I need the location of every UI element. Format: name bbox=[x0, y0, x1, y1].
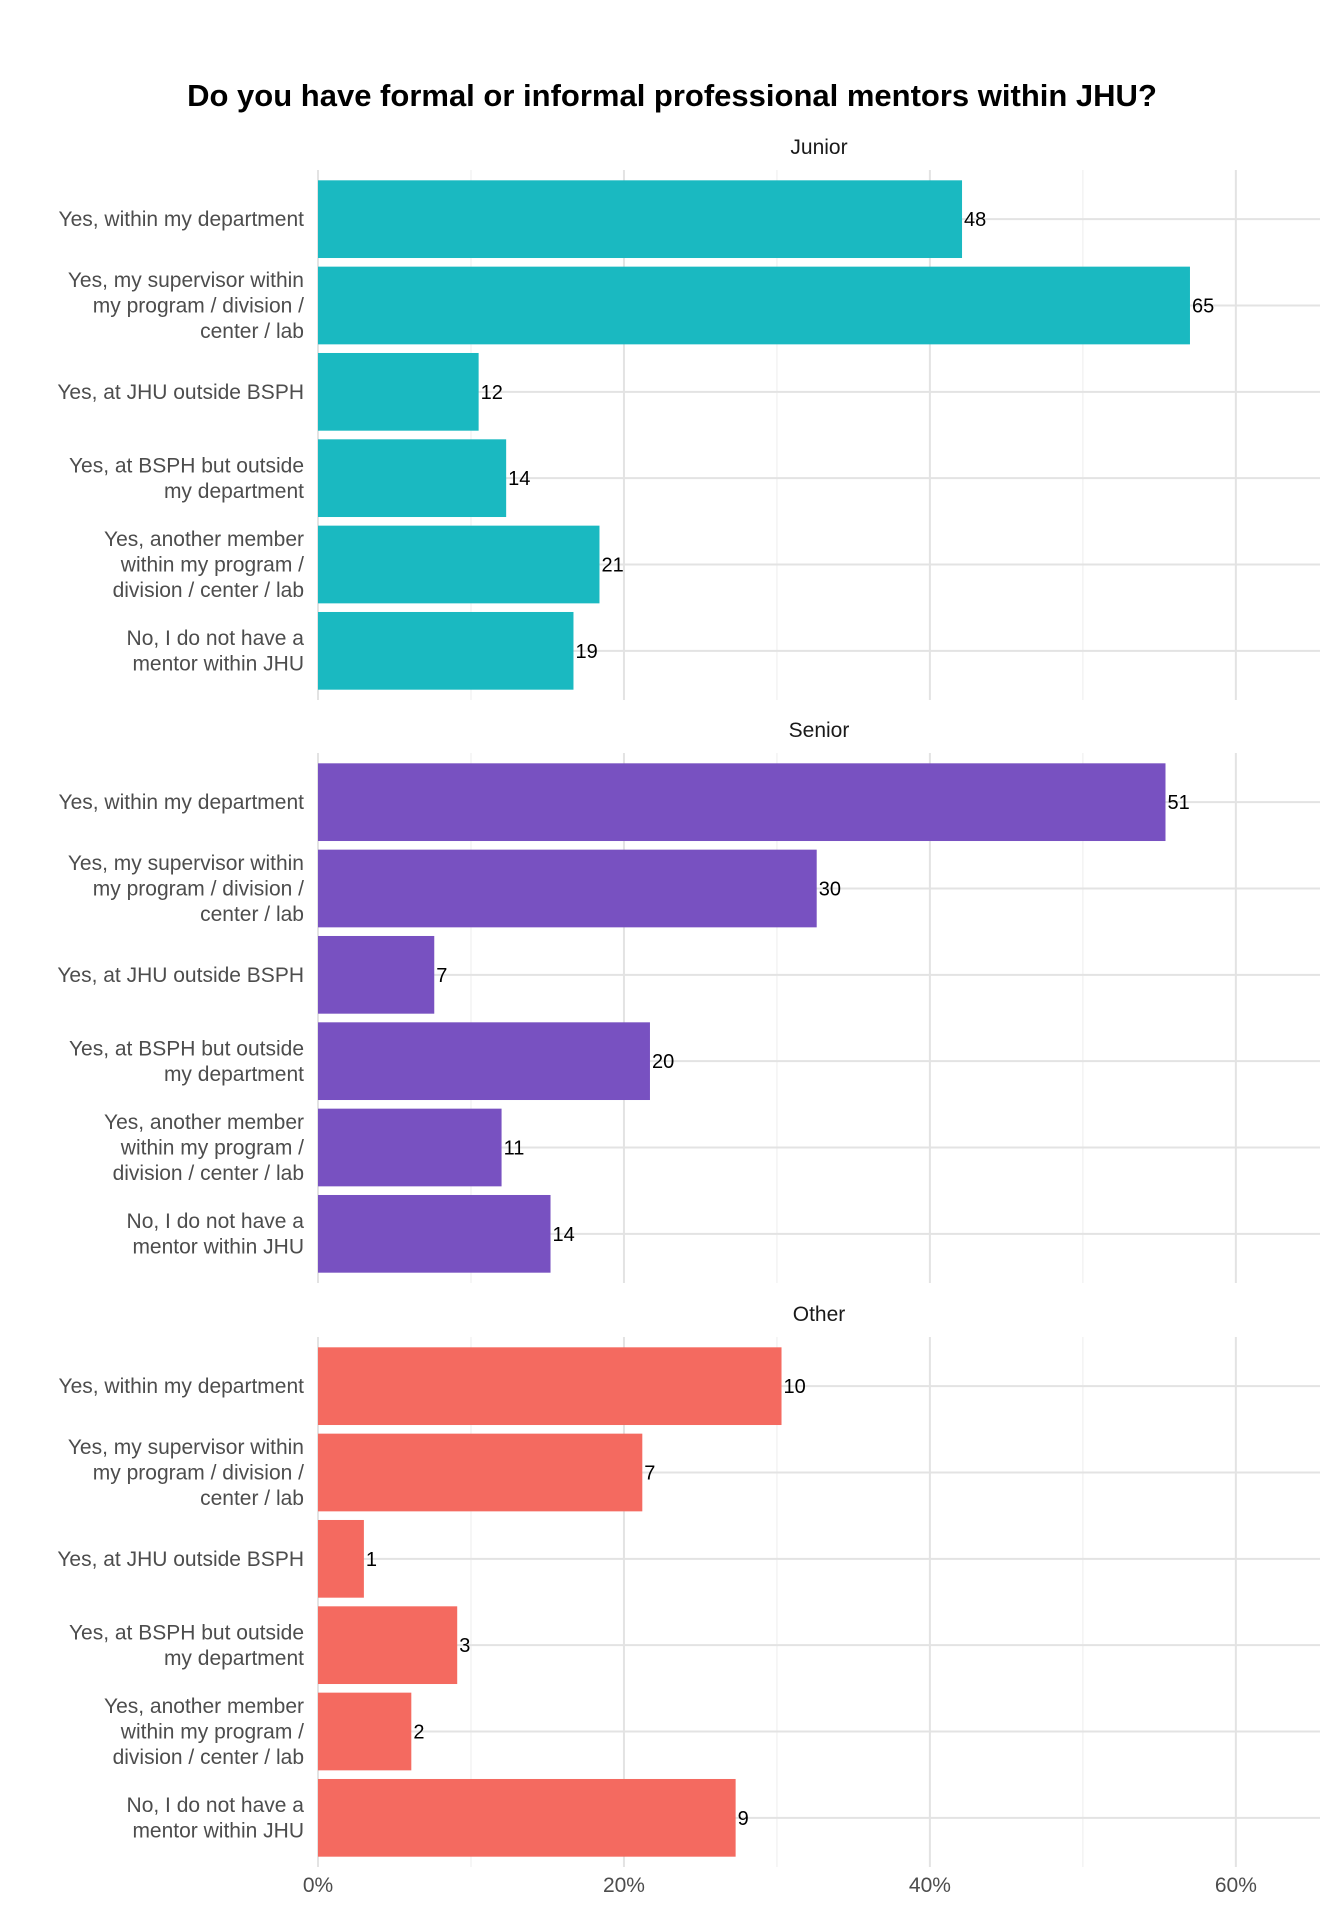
x-tick-label: 60% bbox=[1215, 1874, 1257, 1897]
x-tick-label: 20% bbox=[603, 1874, 645, 1897]
bar-value-label: 7 bbox=[436, 965, 447, 987]
bar-value-label: 51 bbox=[1167, 792, 1189, 814]
panel-strip-label: Other bbox=[793, 1303, 846, 1326]
bar-value-label: 12 bbox=[481, 382, 503, 404]
x-tick-label: 0% bbox=[303, 1874, 333, 1897]
bar bbox=[318, 935, 435, 1014]
bar bbox=[318, 1778, 736, 1857]
bar bbox=[318, 1519, 364, 1598]
panel-strip-label: Junior bbox=[790, 136, 847, 159]
panel-strip-label: Senior bbox=[789, 719, 850, 742]
bar-value-label: 14 bbox=[508, 468, 530, 490]
bar bbox=[318, 1433, 643, 1512]
bar-value-label: 20 bbox=[652, 1051, 674, 1073]
x-tick-label: 40% bbox=[909, 1874, 951, 1897]
bar bbox=[318, 1022, 650, 1101]
bar-value-label: 48 bbox=[964, 209, 986, 231]
category-label: Yes, another member within my program / di… bbox=[104, 1111, 304, 1185]
category-label: Yes, at JHU outside BSPH bbox=[57, 381, 304, 404]
category-label: No, I do not have a mentor within JHU bbox=[127, 627, 305, 676]
bar-value-label: 14 bbox=[553, 1224, 575, 1246]
chart-title: Do you have formal or informal professio… bbox=[187, 78, 1157, 113]
category-label: Yes, another member within my program / di… bbox=[104, 528, 304, 602]
bar bbox=[318, 1108, 502, 1187]
category-label: Yes, another member within my program / di… bbox=[104, 1695, 304, 1769]
panels: Junior 48 Yes, within my department 65 Yes, … bbox=[57, 136, 1320, 1867]
bar-value-label: 65 bbox=[1192, 296, 1214, 318]
category-label: No, I do not have a mentor within JHU bbox=[127, 1210, 305, 1259]
bar bbox=[318, 352, 479, 431]
bar bbox=[318, 525, 600, 604]
category-label: Yes, my supervisor within my program / di… bbox=[68, 852, 304, 926]
category-label: Yes, within my department bbox=[58, 208, 304, 231]
bar bbox=[318, 1606, 458, 1685]
category-label: Yes, my supervisor within my program / di… bbox=[68, 269, 304, 343]
category-label: Yes, at JHU outside BSPH bbox=[57, 1548, 304, 1571]
category-label: Yes, my supervisor within my program / di… bbox=[68, 1436, 304, 1510]
bar-value-label: 7 bbox=[644, 1463, 655, 1485]
panel-junior: Junior 48 Yes, within my department 65 Yes, … bbox=[57, 136, 1320, 700]
bar bbox=[318, 439, 507, 518]
bar-value-label: 1 bbox=[366, 1549, 377, 1571]
bar bbox=[318, 266, 1190, 345]
category-label: Yes, at JHU outside BSPH bbox=[57, 964, 304, 987]
category-label: Yes, at BSPH but outside my department bbox=[69, 1621, 304, 1670]
bar-value-label: 30 bbox=[819, 879, 841, 901]
panel-senior: Senior 51 Yes, within my department 30 Yes, … bbox=[57, 719, 1320, 1283]
bar bbox=[318, 849, 817, 928]
bar-value-label: 19 bbox=[575, 641, 597, 663]
category-label: No, I do not have a mentor within JHU bbox=[127, 1794, 305, 1843]
bar-value-label: 21 bbox=[601, 555, 623, 577]
bar bbox=[318, 611, 574, 690]
category-label: Yes, at BSPH but outside my department bbox=[69, 454, 304, 503]
bar-value-label: 3 bbox=[459, 1635, 470, 1657]
bar bbox=[318, 180, 963, 259]
category-label: Yes, within my department bbox=[58, 791, 304, 814]
bar bbox=[318, 1347, 782, 1426]
x-axis: 0% 20% 40% 60% bbox=[303, 1874, 1257, 1897]
bar-value-label: 10 bbox=[784, 1376, 806, 1398]
panel-other: Other 10 Yes, within my department 7 Yes, my… bbox=[57, 1303, 1320, 1867]
bar-value-label: 2 bbox=[413, 1722, 424, 1744]
bar bbox=[318, 1692, 412, 1771]
bar bbox=[318, 1194, 551, 1273]
bar-value-label: 11 bbox=[504, 1138, 525, 1160]
category-label: Yes, at BSPH but outside my department bbox=[69, 1037, 304, 1086]
category-label: Yes, within my department bbox=[58, 1375, 304, 1398]
bar-value-label: 9 bbox=[738, 1808, 749, 1830]
bar bbox=[318, 763, 1166, 842]
